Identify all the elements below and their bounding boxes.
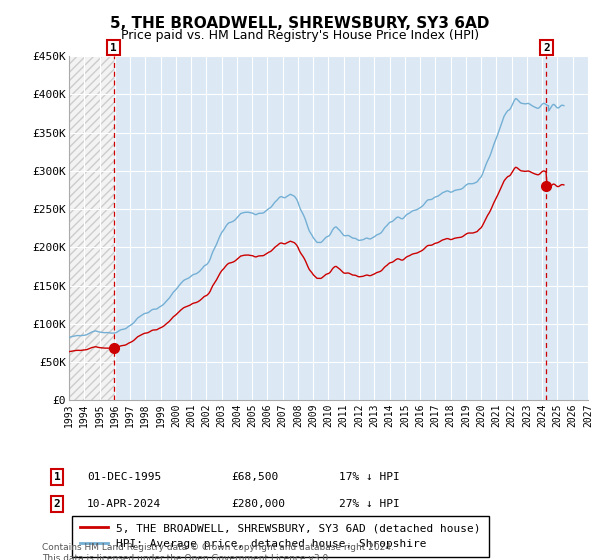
Text: 5, THE BROADWELL, SHREWSBURY, SY3 6AD: 5, THE BROADWELL, SHREWSBURY, SY3 6AD bbox=[110, 16, 490, 31]
Text: £68,500: £68,500 bbox=[231, 472, 278, 482]
Text: 17% ↓ HPI: 17% ↓ HPI bbox=[339, 472, 400, 482]
Text: 27% ↓ HPI: 27% ↓ HPI bbox=[339, 499, 400, 509]
Text: 01-DEC-1995: 01-DEC-1995 bbox=[87, 472, 161, 482]
Text: 2: 2 bbox=[543, 43, 550, 53]
Text: 2: 2 bbox=[53, 499, 61, 509]
Text: Contains HM Land Registry data © Crown copyright and database right 2024.
This d: Contains HM Land Registry data © Crown c… bbox=[42, 543, 394, 560]
Text: 1: 1 bbox=[53, 472, 61, 482]
Text: Price paid vs. HM Land Registry's House Price Index (HPI): Price paid vs. HM Land Registry's House … bbox=[121, 29, 479, 42]
Legend: 5, THE BROADWELL, SHREWSBURY, SY3 6AD (detached house), HPI: Average price, deta: 5, THE BROADWELL, SHREWSBURY, SY3 6AD (d… bbox=[72, 516, 488, 557]
Bar bbox=[69, 56, 113, 400]
Text: £280,000: £280,000 bbox=[231, 499, 285, 509]
Bar bbox=[69, 56, 113, 400]
Text: 10-APR-2024: 10-APR-2024 bbox=[87, 499, 161, 509]
Text: 1: 1 bbox=[110, 43, 117, 53]
